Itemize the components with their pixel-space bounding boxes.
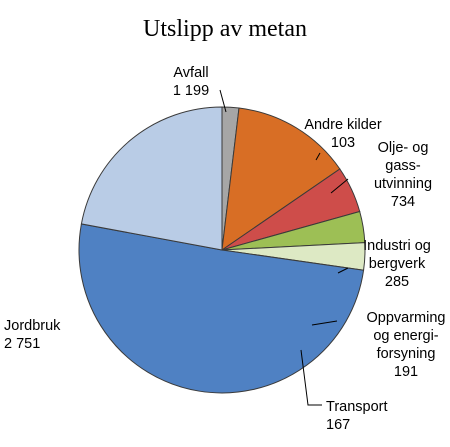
slice-value-transport: 167 [326, 417, 350, 433]
slice-value-avfall: 1 199 [173, 83, 209, 99]
slice-name-line-oppvarming-og-energiforsyning: og energi- [373, 328, 438, 344]
slice-label-olje-og-gassutvinning: Olje- og gass-utvinning 734 [374, 140, 432, 210]
chart-title: Utslipp av metan [143, 16, 307, 42]
slice-name-line-olje-og-gassutvinning: utvinning [374, 176, 432, 192]
leader-line-transport [300, 349, 322, 406]
leader-line-avfall [219, 89, 227, 113]
slice-label-andre-kilder: Andre kilder 103 [304, 117, 382, 151]
slice-name-line-andre-kilder: Andre kilder [304, 117, 382, 133]
slice-value-industri-og-bergverk: 285 [385, 274, 409, 290]
slice-value-olje-og-gassutvinning: 734 [391, 194, 415, 210]
leader-line-andre-kilder [315, 152, 321, 161]
slice-name-line-industri-og-bergverk: Industri og [363, 238, 431, 254]
slice-name-line-olje-og-gassutvinning: gass- [385, 158, 421, 174]
leader-line-oppvarming-og-energiforsyning [311, 320, 338, 326]
slice-name-line-transport: Transport [326, 399, 388, 415]
slice-labels: Andre kilder 103 Olje- og gass-utvinning 734… [4, 65, 445, 433]
slice-name-line-industri-og-bergverk: bergverk [369, 256, 426, 272]
slice-label-industri-og-bergverk: Industri og bergverk 285 [363, 238, 431, 290]
pie-slice-olje-og-gassutvinning [221, 107, 341, 252]
leader-lines [219, 89, 349, 406]
slice-name-line-oppvarming-og-energiforsyning: forsyning [377, 346, 436, 362]
pie-slice-jordbruk [78, 223, 365, 394]
slice-label-avfall: Avfall 1 199 [173, 65, 209, 99]
slice-name-line-jordbruk: Jordbruk [4, 318, 61, 334]
pie-slice-avfall [80, 106, 223, 251]
slice-label-jordbruk: Jordbruk 2 751 [4, 318, 61, 352]
slice-label-transport: Transport 167 [326, 399, 388, 433]
slice-value-oppvarming-og-energiforsyning: 191 [394, 364, 418, 380]
leader-line-olje-og-gassutvinning [330, 178, 349, 194]
slice-value-andre-kilder: 103 [331, 135, 355, 151]
leader-line-industri-og-bergverk [337, 267, 349, 274]
slice-name-line-oppvarming-og-energiforsyning: Oppvarming [367, 310, 446, 326]
slice-value-jordbruk: 2 751 [4, 336, 40, 352]
slice-name-line-avfall: Avfall [173, 65, 208, 81]
pie-slices [78, 106, 366, 394]
slice-name-line-olje-og-gassutvinning: Olje- og [378, 140, 429, 156]
slice-label-oppvarming-og-energiforsyning: Oppvarming og energi-forsyning 191 [367, 310, 446, 380]
